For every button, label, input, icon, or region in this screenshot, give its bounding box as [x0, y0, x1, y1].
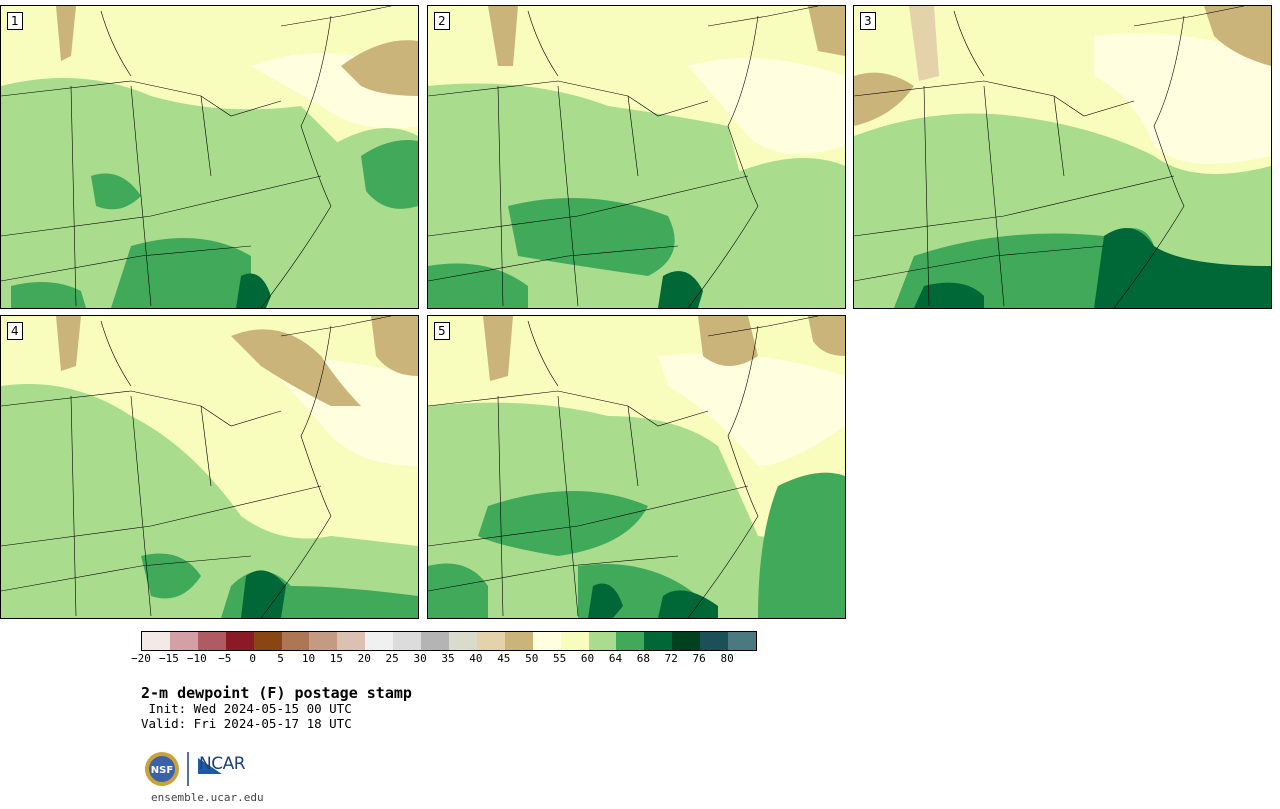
dewpoint-map-1 [1, 6, 418, 308]
dewpoint-colorbar [141, 631, 757, 651]
colorbar-swatch [169, 632, 198, 650]
panel-label: 1 [7, 12, 23, 30]
colorbar-swatch [616, 632, 645, 650]
ensemble-member-5-map: 5 [427, 315, 846, 619]
colorbar-tick-label: 68 [636, 652, 650, 665]
colorbar-tick-label: 64 [608, 652, 623, 665]
colorbar-tick-label: 0 [249, 652, 256, 665]
init-time: Init: Wed 2024-05-15 00 UTC [141, 701, 352, 716]
colorbar-tick-label: −10 [186, 652, 207, 665]
ensemble-member-4-map: 4 [0, 315, 419, 619]
colorbar-tick-label: 35 [441, 652, 455, 665]
colorbar-tick-label: −5 [218, 652, 232, 665]
dewpoint-map-5 [428, 316, 845, 618]
colorbar-swatch [421, 632, 449, 650]
ncar-mark-icon [198, 758, 222, 774]
colorbar-tick-label: 40 [469, 652, 483, 665]
ncar-logo-text: NCAR [199, 754, 246, 774]
colorbar-swatch [700, 632, 729, 650]
colorbar-tick-label: 50 [525, 652, 539, 665]
colorbar-tick-label: 60 [580, 652, 595, 665]
colorbar-tick-label: 45 [497, 652, 511, 665]
nsf-ncar-logos: NSF [145, 752, 222, 786]
colorbar-tick-label: 30 [413, 652, 427, 665]
colorbar-swatch [253, 632, 282, 650]
colorbar-tick-label: −20 [131, 652, 151, 665]
colorbar-swatch [197, 632, 226, 650]
ensemble-member-1-map: 1 [0, 5, 419, 309]
colorbar-swatch [560, 632, 589, 650]
dewpoint-map-2 [428, 6, 845, 308]
ensemble-member-2-map: 2 [427, 5, 846, 309]
figure-title: 2-m dewpoint (F) postage stamp [141, 684, 412, 702]
panel-label: 5 [434, 322, 450, 340]
colorbar-tick-labels: −20 −15 −10 −5 0 5 10 15 20 25 30 35 40 45 50 55 60 64 68 7… [131, 652, 757, 666]
colorbar-swatch [728, 632, 756, 650]
colorbar-swatch [365, 632, 394, 650]
colorbar-swatch [644, 632, 673, 650]
dewpoint-map-3 [854, 6, 1271, 308]
colorbar-swatch [393, 632, 422, 650]
colorbar-tick-label: 55 [553, 652, 567, 665]
colorbar-swatch [225, 632, 254, 650]
colorbar-tick-label: 15 [329, 652, 343, 665]
colorbar-tick-label: 5 [277, 652, 284, 665]
colorbar-tick-label: 25 [385, 652, 399, 665]
colorbar-tick-label: 10 [301, 652, 316, 665]
valid-time: Valid: Fri 2024-05-17 18 UTC [141, 716, 352, 731]
source-url: ensemble.ucar.edu [151, 791, 264, 804]
colorbar-tick-label: 76 [692, 652, 706, 665]
dewpoint-map-4 [1, 316, 418, 618]
colorbar-swatch [142, 632, 170, 650]
colorbar-swatch [448, 632, 477, 650]
panel-label: 2 [434, 12, 450, 30]
colorbar-tick-label: 72 [664, 652, 678, 665]
colorbar-swatch [309, 632, 338, 650]
panel-label: 4 [7, 322, 23, 340]
colorbar-tick-label: −15 [158, 652, 179, 665]
colorbar-swatch [281, 632, 310, 650]
colorbar-swatch [337, 632, 366, 650]
nsf-logo-icon: NSF [145, 752, 179, 786]
colorbar-swatch [476, 632, 505, 650]
colorbar-tick-label: 20 [357, 652, 371, 665]
ensemble-member-3-map: 3 [853, 5, 1272, 309]
colorbar-swatch [588, 632, 617, 650]
colorbar-tick-label: 80 [720, 652, 734, 665]
colorbar-swatch [532, 632, 561, 650]
colorbar-swatch [672, 632, 701, 650]
nsf-logo-text: NSF [151, 765, 173, 776]
panel-label: 3 [860, 12, 876, 30]
colorbar-swatch [504, 632, 533, 650]
